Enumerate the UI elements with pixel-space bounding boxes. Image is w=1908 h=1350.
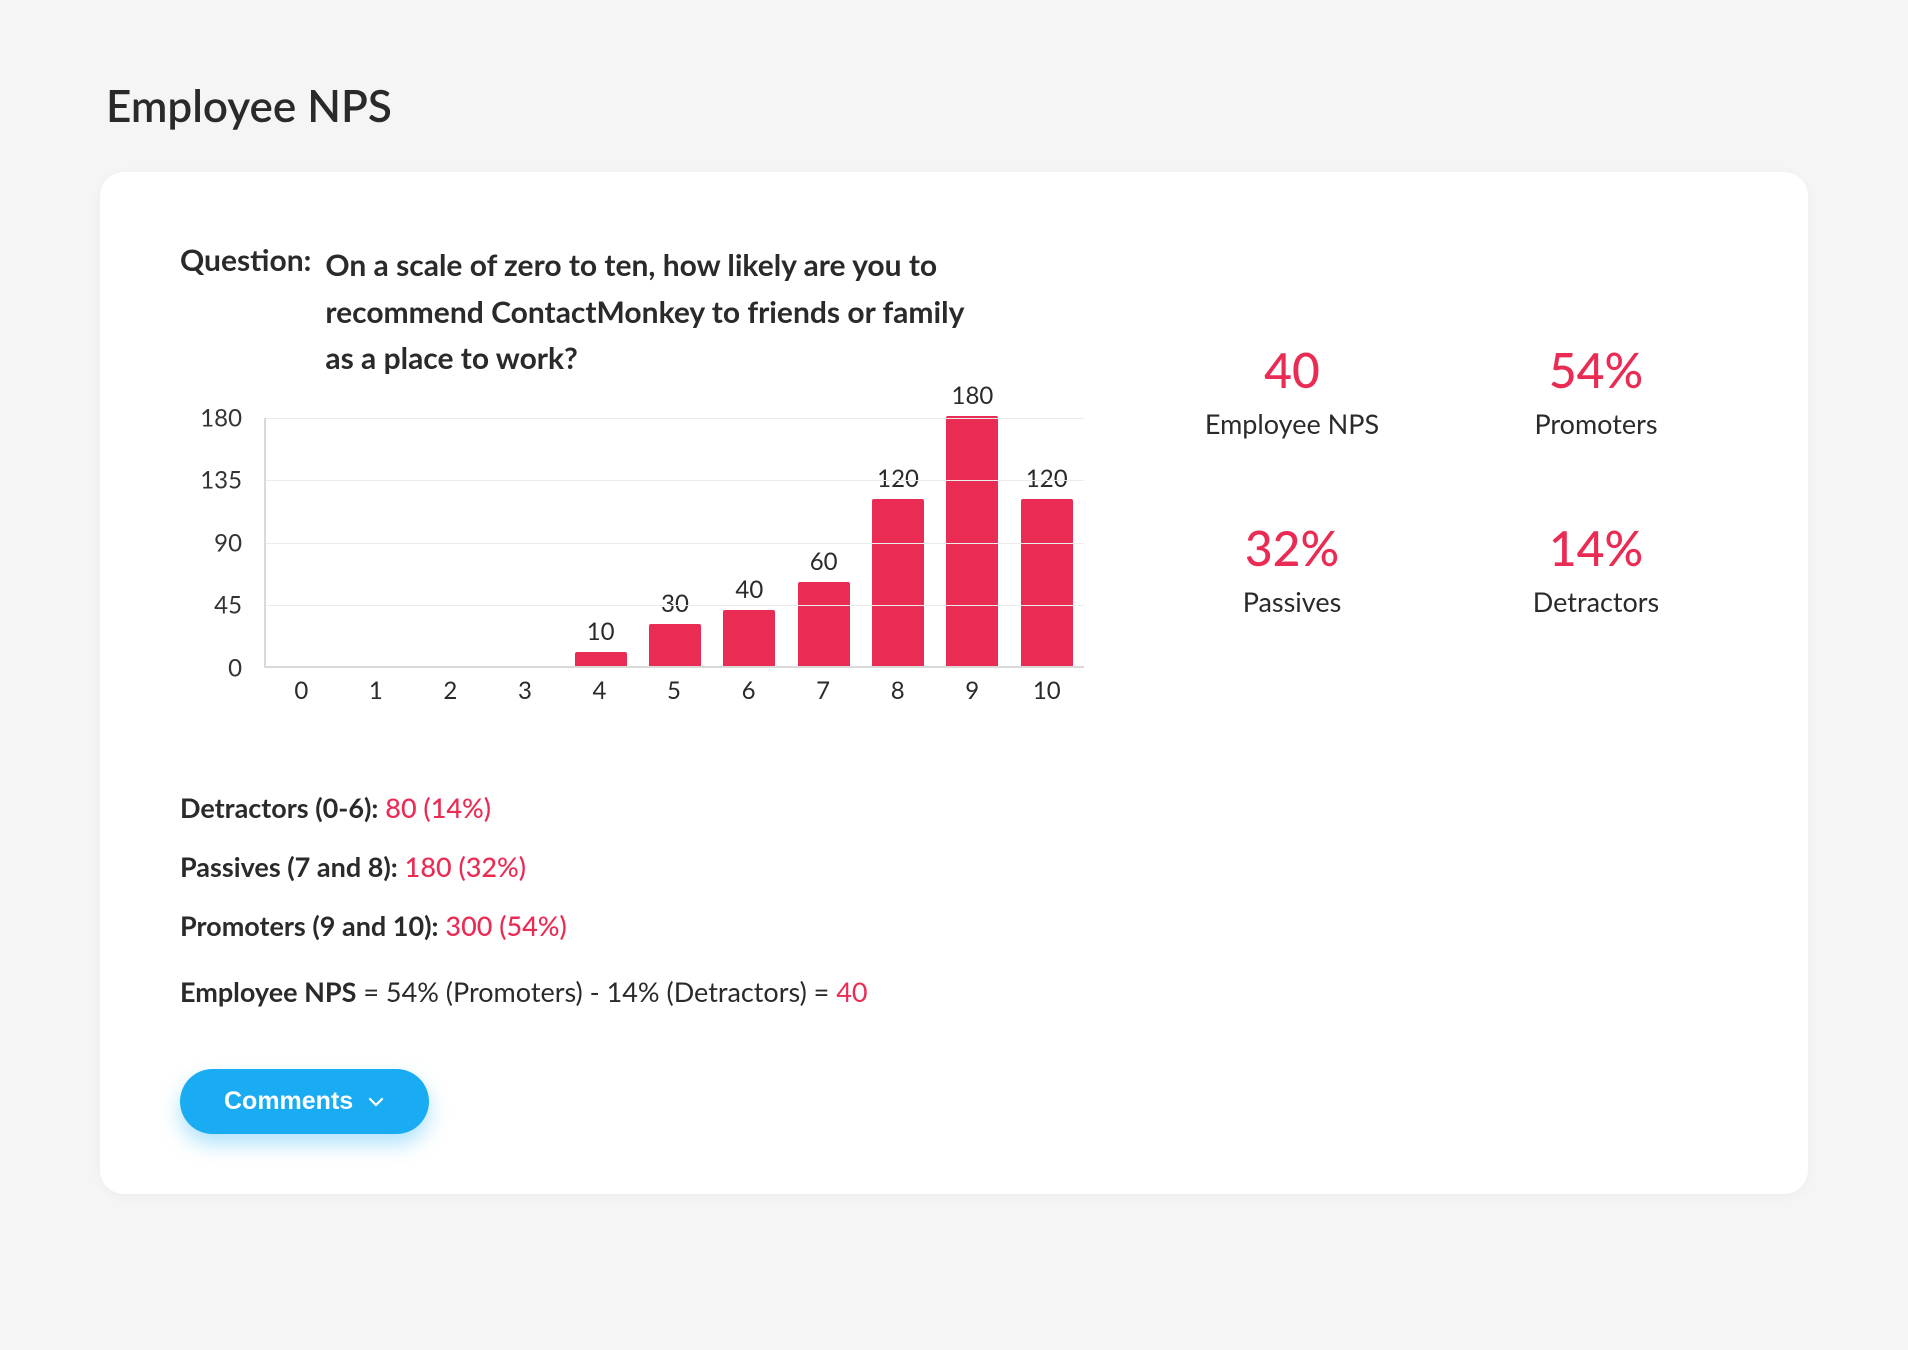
chart-x-axis: 012345678910 — [264, 676, 1084, 705]
chart-x-label: 1 — [339, 676, 414, 705]
chart-y-tick: 0 — [228, 653, 242, 682]
chart-bar-slot: 10 — [563, 418, 637, 666]
nps-formula: Employee NPS = 54% (Promoters) - 14% (De… — [180, 962, 1100, 1021]
chart-bar-slot: 30 — [638, 418, 712, 666]
breakdown-list: Detractors (0-6): 80 (14%) Passives (7 a… — [180, 778, 1100, 1022]
breakdown-label: Promoters (9 and 10): — [180, 909, 438, 942]
chart-bar-value: 10 — [587, 617, 615, 646]
chart-x-label: 10 — [1009, 676, 1084, 705]
comments-button-label: Comments — [224, 1087, 353, 1116]
chart-x-label: 7 — [786, 676, 861, 705]
chart-bar-slot: 180 — [935, 418, 1009, 666]
chart-x-label: 4 — [562, 676, 637, 705]
chart-gridline — [266, 418, 1084, 419]
stat-value: 14% — [1464, 520, 1728, 577]
chart-y-tick: 135 — [200, 466, 242, 495]
chart-bar-value: 120 — [1026, 464, 1068, 493]
chart-bar-value: 40 — [735, 575, 763, 604]
formula-body: = 54% (Promoters) - 14% (Detractors) = — [356, 975, 836, 1008]
chart-bar: 120 — [1021, 499, 1073, 666]
stat-label: Detractors — [1464, 585, 1728, 618]
formula-label: Employee NPS — [180, 975, 356, 1008]
chart-bar: 40 — [723, 610, 775, 666]
chart-bars: 10 30 40 60 120 180 120 — [266, 418, 1084, 666]
chart-y-axis: 04590135180 — [190, 418, 254, 668]
nps-bar-chart: 04590135180 10304060120180120 0123456789… — [190, 418, 1100, 728]
stat-value: 54% — [1464, 342, 1728, 399]
stat-label: Promoters — [1464, 407, 1728, 440]
chart-plot-area: 10 30 40 60 120 180 120 — [264, 418, 1084, 668]
question-row: Question: On a scale of zero to ten, how… — [180, 242, 1100, 382]
formula-result: 40 — [836, 975, 867, 1008]
card-left: Question: On a scale of zero to ten, how… — [180, 242, 1100, 1134]
chart-y-tick: 45 — [214, 591, 242, 620]
breakdown-passives: Passives (7 and 8): 180 (32%) — [180, 837, 1100, 896]
chart-x-label: 9 — [935, 676, 1010, 705]
chart-bar-slot — [415, 418, 489, 666]
chart-bar-value: 30 — [661, 589, 689, 618]
stat-value: 32% — [1160, 520, 1424, 577]
chart-bar-slot — [340, 418, 414, 666]
chart-y-tick: 180 — [200, 403, 242, 432]
stat-label: Employee NPS — [1160, 407, 1424, 440]
chart-y-tick: 90 — [214, 528, 242, 557]
chevron-down-icon — [367, 1093, 385, 1111]
chart-bar-slot — [266, 418, 340, 666]
chart-x-label: 5 — [637, 676, 712, 705]
chart-gridline — [266, 605, 1084, 606]
chart-bar-value: 180 — [952, 381, 994, 410]
chart-bar-value: 60 — [810, 547, 838, 576]
chart-bar-slot: 120 — [861, 418, 935, 666]
chart-bar: 10 — [575, 652, 627, 666]
question-label: Question: — [180, 242, 311, 382]
breakdown-label: Detractors (0-6): — [180, 791, 378, 824]
breakdown-value: 180 (32%) — [405, 850, 526, 883]
stat-label: Passives — [1160, 585, 1424, 618]
chart-bar-slot: 120 — [1010, 418, 1084, 666]
breakdown-label: Passives (7 and 8): — [180, 850, 398, 883]
chart-x-label: 8 — [860, 676, 935, 705]
stat-promoters: 54% Promoters — [1464, 342, 1728, 440]
breakdown-value: 300 (54%) — [445, 909, 566, 942]
question-text: On a scale of zero to ten, how likely ar… — [325, 242, 965, 382]
breakdown-detractors: Detractors (0-6): 80 (14%) — [180, 778, 1100, 837]
chart-bar: 30 — [649, 624, 701, 666]
breakdown-value: 80 (14%) — [385, 791, 491, 824]
chart-bar-slot: 40 — [712, 418, 786, 666]
chart-x-label: 2 — [413, 676, 488, 705]
breakdown-promoters: Promoters (9 and 10): 300 (54%) — [180, 896, 1100, 955]
comments-button[interactable]: Comments — [180, 1069, 429, 1134]
page-title: Employee NPS — [106, 80, 1808, 132]
stat-value: 40 — [1160, 342, 1424, 399]
chart-bar: 180 — [946, 416, 998, 666]
stat-passives: 32% Passives — [1160, 520, 1424, 618]
chart-bar-slot: 60 — [787, 418, 861, 666]
chart-bar-value: 120 — [877, 464, 919, 493]
stat-detractors: 14% Detractors — [1464, 520, 1728, 618]
chart-x-label: 6 — [711, 676, 786, 705]
chart-bar-slot — [489, 418, 563, 666]
page: Employee NPS Question: On a scale of zer… — [0, 0, 1908, 1274]
chart-x-label: 0 — [264, 676, 339, 705]
chart-bar: 60 — [798, 582, 850, 665]
stat-nps: 40 Employee NPS — [1160, 342, 1424, 440]
chart-bar: 120 — [872, 499, 924, 666]
chart-x-label: 3 — [488, 676, 563, 705]
stats-grid: 40 Employee NPS 54% Promoters 32% Passiv… — [1160, 342, 1728, 618]
nps-card: Question: On a scale of zero to ten, how… — [100, 172, 1808, 1194]
chart-gridline — [266, 543, 1084, 544]
card-right: 40 Employee NPS 54% Promoters 32% Passiv… — [1160, 242, 1728, 1134]
chart-gridline — [266, 480, 1084, 481]
